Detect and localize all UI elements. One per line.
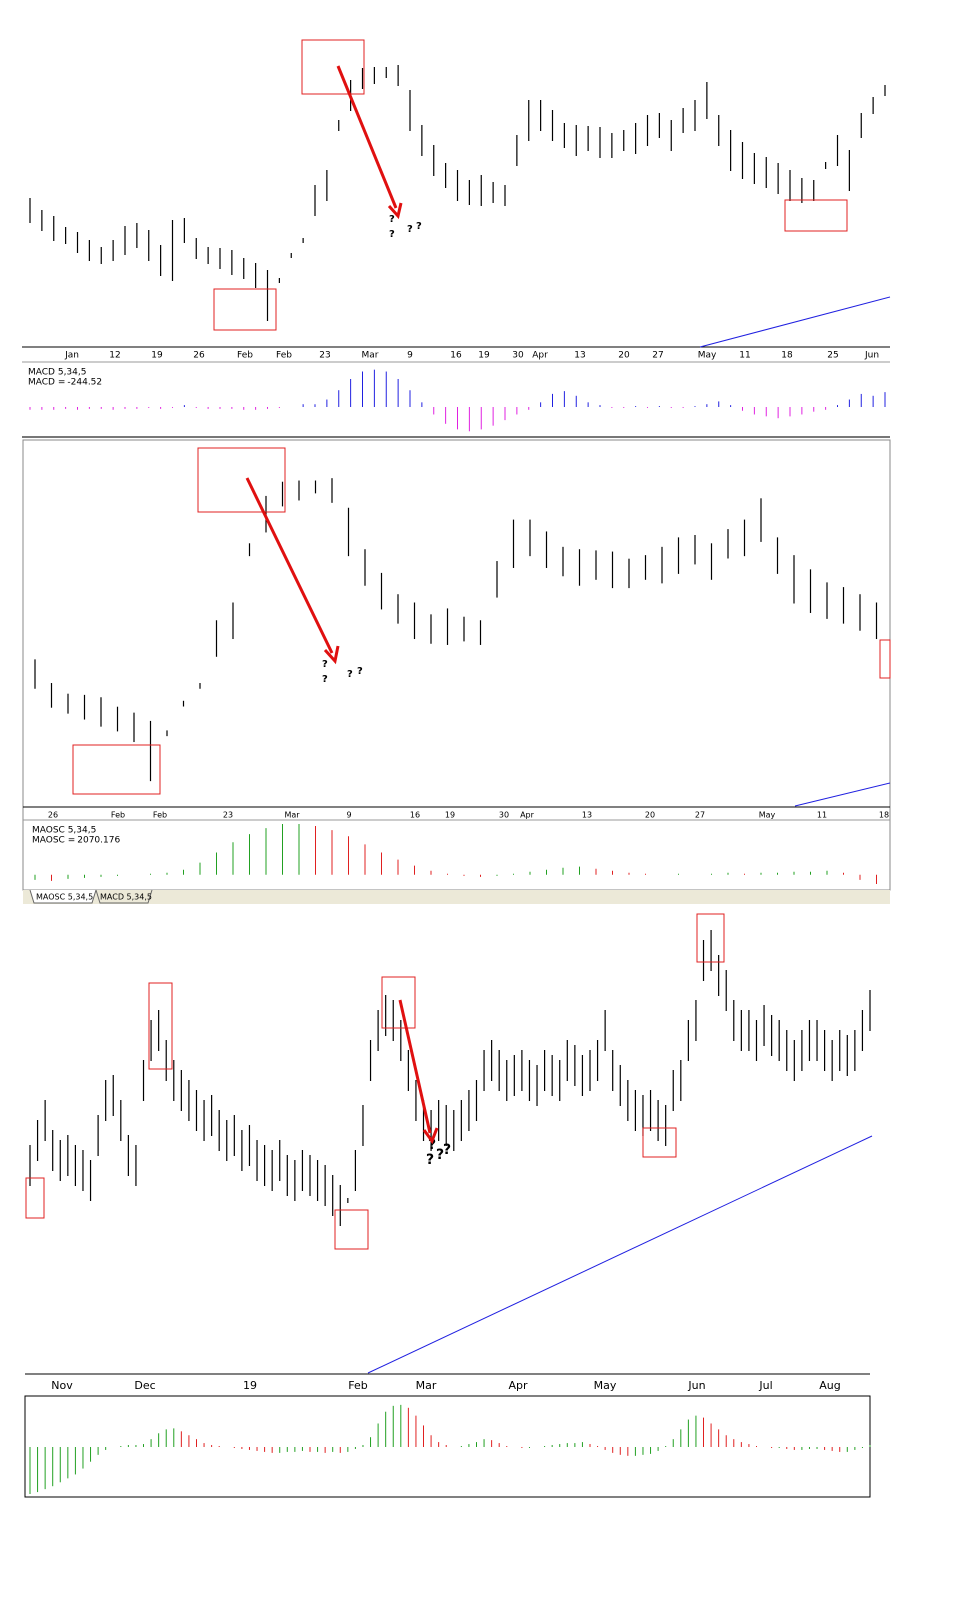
- trendlines: [367, 296, 891, 1374]
- x-tick-label: 30: [512, 351, 524, 361]
- annotation: ?: [428, 1137, 436, 1153]
- x-tick-label: 27: [652, 351, 663, 361]
- trendline: [699, 296, 891, 348]
- x-tick-label: 11: [817, 811, 827, 820]
- x-tick-label: 19: [151, 351, 163, 361]
- x-tick-label: 20: [618, 351, 630, 361]
- arrow: [336, 65, 398, 209]
- x-tick-label: 19: [243, 1379, 257, 1392]
- x-tick-label: Mar: [362, 351, 379, 361]
- x-tick-label: Jul: [758, 1379, 772, 1392]
- highlight-box: [642, 1127, 677, 1158]
- annotation: ?: [322, 674, 328, 685]
- x-tick-label: 27: [695, 811, 705, 820]
- highlight-box: [197, 447, 286, 513]
- x-tick-label: Feb: [237, 351, 253, 361]
- tab[interactable]: [29, 889, 97, 904]
- x-tick-label: Apr: [532, 351, 548, 361]
- x-tick-label: 13: [582, 811, 592, 820]
- trendline: [367, 1135, 873, 1374]
- highlight-box: [213, 288, 277, 331]
- x-tick-label: May: [698, 351, 717, 361]
- tab-label[interactable]: MAOSC 5,34,5: [36, 893, 93, 902]
- x-tick-label: Jun: [687, 1379, 705, 1392]
- indicator-value: 2070.176: [77, 836, 120, 846]
- x-tick-label: 30: [499, 811, 509, 820]
- x-tick-label: 25: [827, 351, 838, 361]
- annotation: ?: [322, 659, 328, 670]
- x-tick-label: 20: [645, 811, 655, 820]
- x-tick-label: Feb: [111, 811, 125, 820]
- indicator-title: MACD 5,34,5: [28, 368, 86, 378]
- x-tick-label: Feb: [276, 351, 292, 361]
- x-tick-label: Jun: [864, 351, 879, 361]
- x-tick-label: Jan: [64, 351, 79, 361]
- highlight-box: [334, 1209, 369, 1250]
- x-tick-label: May: [759, 811, 776, 820]
- arrow-head: [422, 1127, 439, 1145]
- x-tick-label: Mar: [284, 811, 300, 820]
- trendline: [794, 782, 891, 807]
- indicator-value: -244.52: [67, 378, 102, 388]
- highlight-box: [696, 913, 725, 963]
- annotation: ?: [407, 224, 413, 235]
- x-tick-label: 18: [781, 351, 793, 361]
- x-tick-label: 9: [346, 811, 351, 820]
- x-tick-label: 16: [450, 351, 462, 361]
- arrows: [245, 65, 439, 1145]
- x-tick-label: 23: [223, 811, 233, 820]
- x-tick-label: Apr: [508, 1379, 528, 1392]
- indicator-label: MAOSC =: [32, 836, 75, 846]
- annotation: ?: [436, 1147, 444, 1163]
- x-tick-label: 26: [193, 351, 205, 361]
- indicator-title: MAOSC 5,34,5: [32, 826, 96, 836]
- annotation: ?: [416, 221, 422, 232]
- x-tick-label: 16: [410, 811, 420, 820]
- x-tick-label: Nov: [51, 1379, 73, 1392]
- tab[interactable]: [95, 889, 153, 904]
- annotation: ?: [443, 1142, 451, 1158]
- highlight-box: [25, 1177, 45, 1219]
- annotation: ?: [389, 229, 395, 240]
- highlight-box: [381, 976, 416, 1029]
- x-tick-label: Aug: [819, 1379, 840, 1392]
- annotation: ?: [357, 666, 363, 677]
- x-tick-label: 19: [478, 351, 490, 361]
- arrow-head: [387, 202, 403, 220]
- highlight-box: [879, 639, 891, 679]
- x-tick-label: 9: [407, 351, 413, 361]
- highlight-box: [301, 39, 365, 95]
- x-tick-label: May: [594, 1379, 617, 1392]
- indicator-label: MACD =: [28, 378, 65, 388]
- highlight-box: [784, 199, 848, 232]
- x-tick-label: Mar: [416, 1379, 437, 1392]
- x-tick-label: Dec: [134, 1379, 155, 1392]
- x-tick-label: 23: [319, 351, 330, 361]
- tab-strip: [23, 890, 890, 904]
- x-tick-label: 18: [879, 811, 889, 820]
- annotation: ?: [347, 669, 353, 680]
- tab-label[interactable]: MACD 5,34,5: [100, 893, 152, 902]
- annotation: ?: [426, 1152, 434, 1168]
- x-tick-label: 12: [109, 351, 120, 361]
- highlight-box: [72, 744, 161, 795]
- x-tick-label: 19: [445, 811, 455, 820]
- annotation: ?: [389, 214, 395, 225]
- x-tick-label: Feb: [153, 811, 167, 820]
- x-tick-label: 26: [48, 811, 58, 820]
- annotations: [25, 39, 891, 1374]
- x-tick-label: 11: [739, 351, 750, 361]
- arrow: [398, 999, 432, 1134]
- x-tick-label: 13: [574, 351, 585, 361]
- x-tick-label: Feb: [348, 1379, 367, 1392]
- x-tick-label: Apr: [520, 811, 535, 820]
- arrow-head: [323, 645, 340, 665]
- arrow: [245, 477, 334, 654]
- highlight-box: [148, 982, 173, 1070]
